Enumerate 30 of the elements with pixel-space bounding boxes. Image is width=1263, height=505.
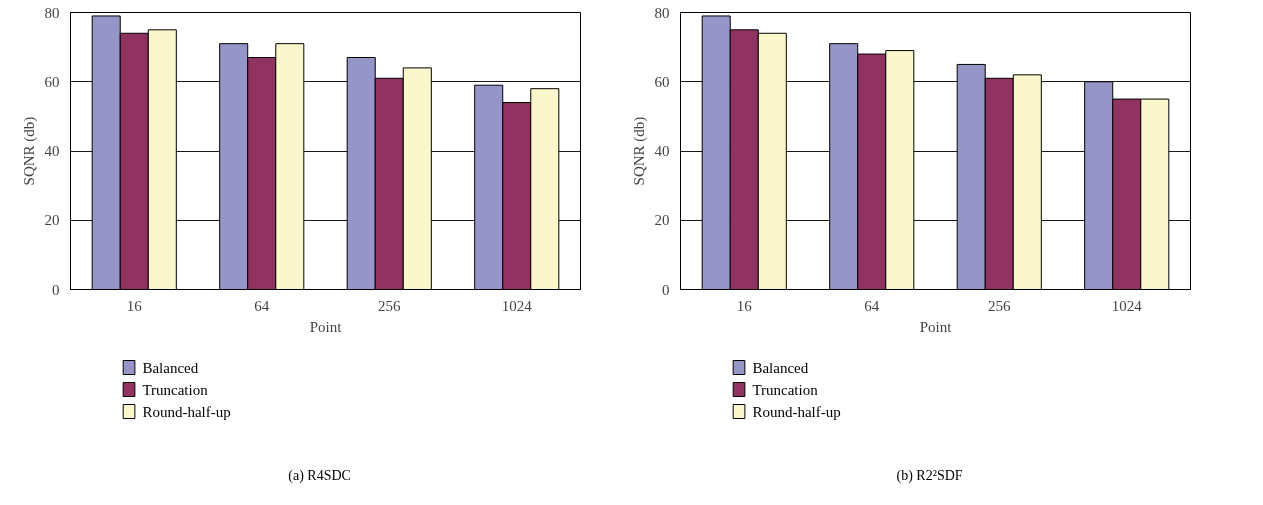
legend-label: Balanced (142, 359, 199, 376)
x-tick-label: 16 (736, 297, 753, 314)
x-tick-label: 256 (988, 297, 1011, 314)
y-tick-label: 20 (654, 212, 670, 229)
y-axis-title: SQNR (db) (630, 116, 648, 186)
x-axis-title: Point (309, 318, 343, 335)
y-axis-title: SQNR (db) (20, 116, 38, 186)
text: (b) R2²SDF (896, 468, 963, 484)
legend-label: Truncation (752, 381, 819, 398)
y-tick-label: 40 (654, 143, 670, 159)
y-tick-label: 80 (654, 4, 670, 21)
text: (a) R4SDC (288, 468, 351, 484)
legend-label: Round-half-up (752, 403, 841, 420)
y-tick-label: 40 (44, 143, 60, 159)
x-tick-label: 64 (864, 297, 880, 314)
legend-label: Truncation (142, 381, 209, 398)
y-tick-label: 60 (44, 73, 60, 90)
y-tick-label: 0 (52, 281, 60, 298)
x-axis-title: Point (919, 318, 953, 335)
legend-label: Balanced (752, 359, 809, 376)
x-tick-label: 1024 (1111, 297, 1143, 314)
x-tick-label: 16 (126, 297, 143, 314)
y-tick-label: 60 (654, 73, 670, 90)
x-tick-label: 64 (254, 297, 270, 314)
legend-label: Round-half-up (142, 403, 231, 420)
y-tick-label: 20 (44, 212, 60, 229)
y-tick-label: 0 (662, 281, 670, 298)
x-tick-label: 1024 (501, 297, 533, 314)
x-tick-label: 256 (378, 297, 401, 314)
y-tick-label: 80 (44, 4, 60, 21)
